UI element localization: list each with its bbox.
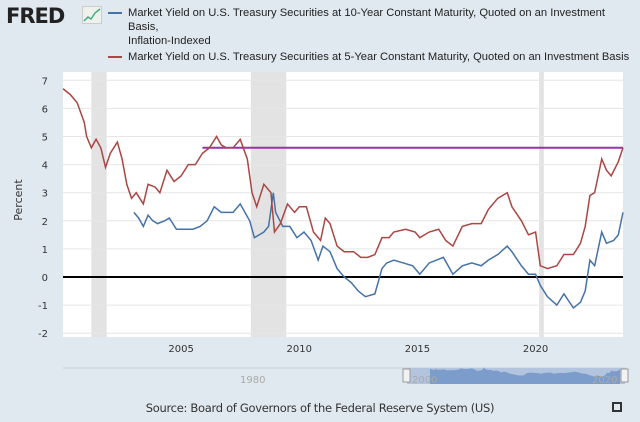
- x-tick-label: 2005: [168, 344, 193, 355]
- y-tick-label: 3: [42, 189, 48, 200]
- y-axis-label: Percent: [12, 179, 25, 221]
- y-tick-label: 6: [42, 104, 48, 115]
- y-tick-label: 5: [42, 133, 48, 144]
- navigator-handle-left[interactable]: [402, 368, 411, 383]
- legend: Market Yield on U.S. Treasury Securities…: [108, 6, 636, 66]
- y-tick-label: -2: [38, 329, 48, 340]
- legend-swatch-blue: [108, 12, 122, 14]
- x-tick-label: 2020: [523, 344, 548, 355]
- navigator-label: 2020: [592, 375, 617, 386]
- navigator-series-area: [430, 367, 620, 384]
- recession-band: [539, 72, 544, 337]
- legend-item-5yr[interactable]: Market Yield on U.S. Treasury Securities…: [108, 50, 636, 64]
- legend-swatch-red: [108, 56, 122, 58]
- legend-label: Market Yield on U.S. Treasury Securities…: [128, 7, 605, 33]
- navigator-handle-right[interactable]: [620, 368, 629, 383]
- navigator-label: 1980: [240, 375, 265, 386]
- navigator-label: 2000: [412, 375, 437, 386]
- y-tick-label: 1: [42, 245, 48, 256]
- y-tick-label: 0: [42, 273, 48, 284]
- y-tick-label: -1: [38, 301, 48, 312]
- legend-label: Market Yield on U.S. Treasury Securities…: [128, 51, 630, 63]
- source-note: Source: Board of Governors of the Federa…: [145, 401, 495, 415]
- x-tick-label: 2010: [287, 344, 312, 355]
- y-tick-label: 7: [42, 76, 48, 87]
- y-tick-label: 2: [42, 217, 48, 228]
- fred-logo[interactable]: FRED: [6, 4, 65, 28]
- legend-label-cont: Inflation-Indexed: [128, 35, 211, 47]
- y-tick-label: 4: [42, 161, 48, 172]
- fullscreen-icon[interactable]: [612, 402, 622, 412]
- series-line-0: [133, 192, 624, 310]
- plot-area: [63, 72, 623, 337]
- x-tick-label: 2015: [405, 344, 430, 355]
- series-line-1: [62, 88, 624, 270]
- chart-logo-icon: [82, 6, 102, 24]
- recession-band: [91, 72, 107, 337]
- legend-item-10yr-tips[interactable]: Market Yield on U.S. Treasury Securities…: [108, 6, 636, 48]
